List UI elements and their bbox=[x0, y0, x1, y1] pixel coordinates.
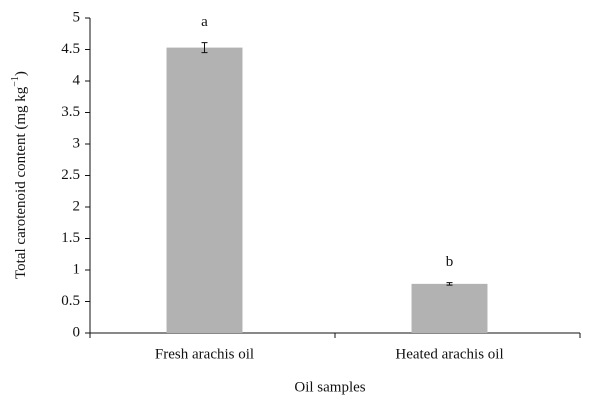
y-tick-label: 1.5 bbox=[61, 230, 80, 246]
y-tick-label: 0 bbox=[73, 324, 81, 340]
y-tick-label: 4 bbox=[73, 72, 81, 88]
y-tick-label: 2 bbox=[73, 198, 81, 214]
y-label-sup: −1 bbox=[10, 76, 21, 87]
y-tick-label: 5 bbox=[73, 9, 81, 25]
bar bbox=[166, 47, 243, 334]
annotation: b bbox=[446, 254, 454, 270]
bar bbox=[411, 283, 488, 333]
y-label-end: ) bbox=[13, 71, 29, 76]
y-tick-label: 3.5 bbox=[61, 104, 80, 120]
annotation: a bbox=[201, 14, 208, 30]
y-tick-label: 2.5 bbox=[61, 167, 80, 183]
y-tick-label: 4.5 bbox=[61, 41, 80, 57]
y-tick-label: 1 bbox=[73, 261, 81, 277]
error-bar bbox=[201, 42, 208, 54]
error-bar bbox=[446, 282, 453, 286]
y-axis-label: Total carotenoid content (mg kg−1) bbox=[10, 71, 29, 279]
x-tick-label: Heated arachis oil bbox=[395, 346, 503, 362]
x-axis-label: Oil samples bbox=[294, 379, 365, 395]
x-tick-label: Fresh arachis oil bbox=[155, 346, 254, 362]
y-tick-label: 0.5 bbox=[61, 293, 80, 309]
y-label-text: Total carotenoid content (mg kg bbox=[13, 86, 29, 279]
y-tick-label: 3 bbox=[73, 135, 81, 151]
